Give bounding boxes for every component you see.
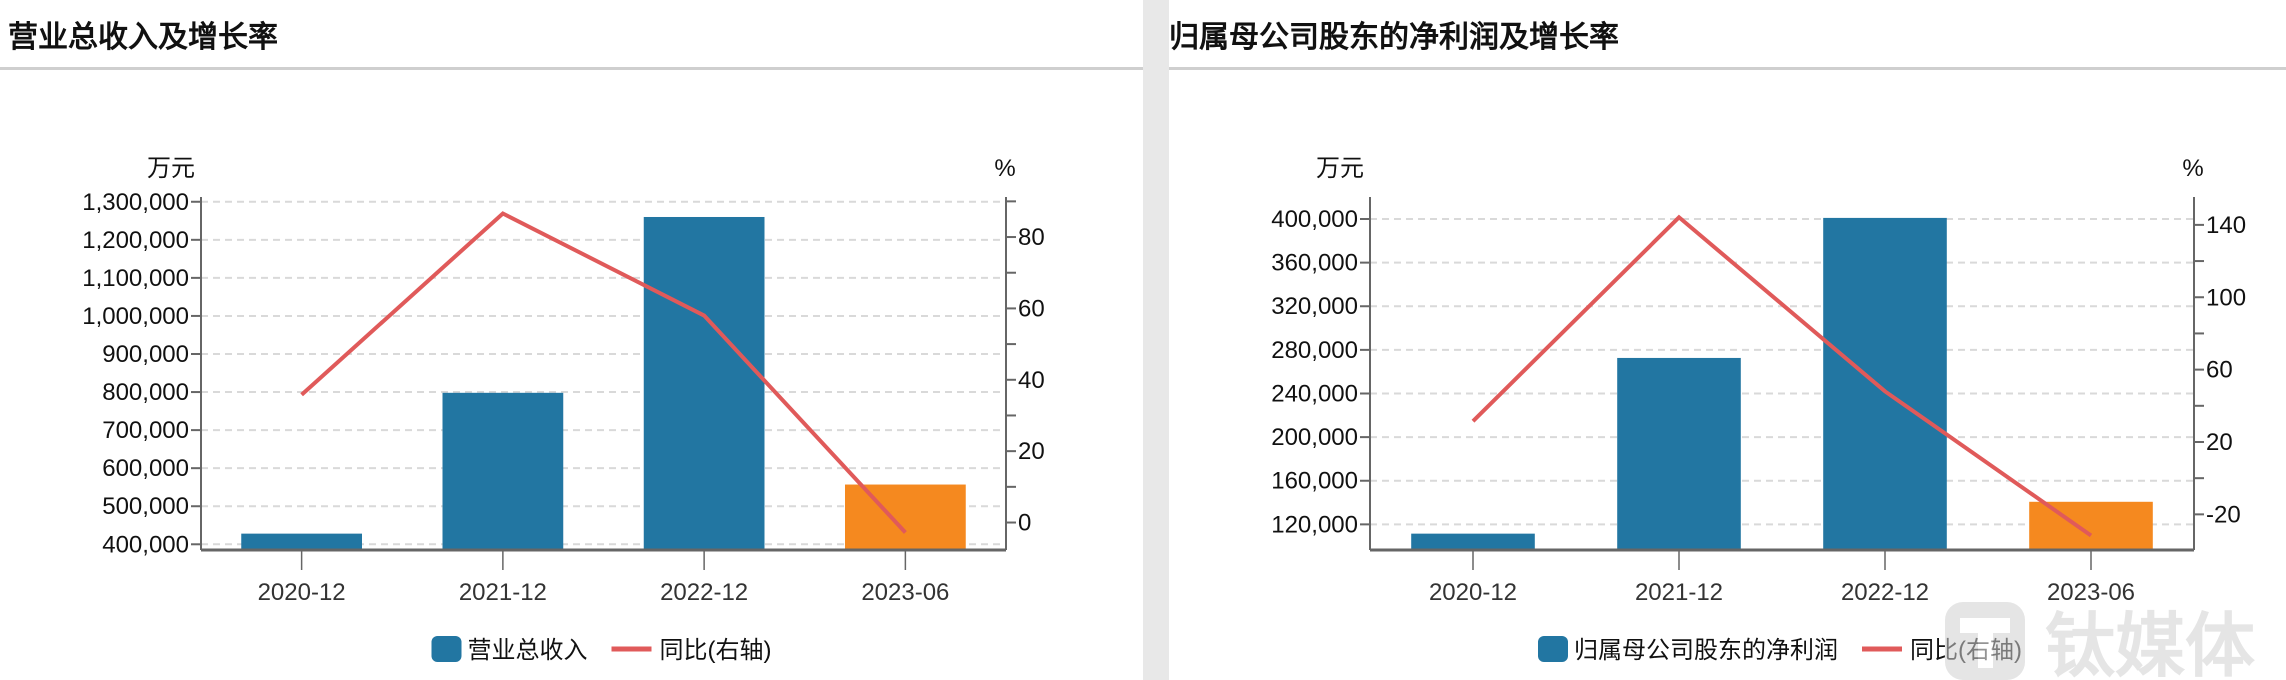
y-left-tick-label: 1,200,000 xyxy=(82,227,189,254)
y-left-tick-label: 1,300,000 xyxy=(82,189,189,216)
x-tick-label: 2021-12 xyxy=(459,579,547,606)
title-divider xyxy=(1169,67,2286,70)
y-left-tick-label: 120,000 xyxy=(1271,511,1358,538)
y-right-unit: % xyxy=(994,155,1015,182)
svg-text:钛媒体: 钛媒体 xyxy=(2045,605,2255,680)
x-tick-label: 2020-12 xyxy=(1429,579,1517,606)
panel-gap xyxy=(1143,0,1169,680)
y-left-unit: 万元 xyxy=(1316,155,1364,182)
bar-2023-06 xyxy=(2029,501,2153,550)
y-right-tick-label: 60 xyxy=(2206,357,2233,384)
y-right-tick-label: -20 xyxy=(2206,501,2241,528)
y-left-tick-label: 400,000 xyxy=(102,531,189,558)
net-profit-panel: 归属母公司股东的净利润及增长率 xyxy=(1169,0,2286,680)
bar-2021-12 xyxy=(442,392,564,550)
watermark-logo-icon: 钛媒体 xyxy=(1945,602,2255,680)
y-left-tick-label: 200,000 xyxy=(1271,424,1358,451)
revenue-panel: 营业总收入及增长率 xyxy=(0,21,1143,70)
x-tick-label: 2023-06 xyxy=(2047,579,2135,606)
y-right-tick-label: 140 xyxy=(2206,212,2246,239)
y-right-tick-label: 20 xyxy=(2206,429,2233,456)
y-left-tick-label: 320,000 xyxy=(1271,293,1358,320)
chart-title: 营业总收入及增长率 xyxy=(8,21,278,54)
bar-2020-12 xyxy=(1411,533,1535,550)
bar-2022-12 xyxy=(1823,217,1947,550)
bar-2023-06 xyxy=(845,484,966,550)
y-left-tick-label: 280,000 xyxy=(1271,337,1358,364)
y-left-tick-label: 500,000 xyxy=(102,493,189,520)
y-left-tick-label: 900,000 xyxy=(102,341,189,368)
y-right-tick-label: 80 xyxy=(1018,224,1045,251)
chart-title: 归属母公司股东的净利润及增长率 xyxy=(1169,21,1619,54)
x-tick-label: 2023-06 xyxy=(861,579,949,606)
y-left-unit: 万元 xyxy=(147,155,195,182)
y-left-tick-label: 600,000 xyxy=(102,455,189,482)
legend-bar-label: 归属母公司股东的净利润 xyxy=(1574,637,1838,664)
x-tick-label: 2022-12 xyxy=(1841,579,1929,606)
legend-bar-label: 营业总收入 xyxy=(468,637,588,664)
bar-2020-12 xyxy=(241,533,362,550)
y-right-unit: % xyxy=(2182,155,2203,182)
y-left-tick-label: 240,000 xyxy=(1271,380,1358,407)
title-divider xyxy=(0,67,1143,70)
y-left-tick-label: 160,000 xyxy=(1271,468,1358,495)
x-tick-label: 2022-12 xyxy=(660,579,748,606)
y-left-tick-label: 1,100,000 xyxy=(82,265,189,292)
x-tick-label: 2020-12 xyxy=(258,579,346,606)
x-tick-label: 2021-12 xyxy=(1635,579,1723,606)
legend-bar-swatch xyxy=(431,636,462,662)
y-left-tick-label: 700,000 xyxy=(102,417,189,444)
growth-line xyxy=(300,211,907,534)
legend-line-label: 同比(右轴) xyxy=(660,637,772,664)
y-right-tick-label: 40 xyxy=(1018,367,1045,394)
y-left-tick-label: 400,000 xyxy=(1271,206,1358,233)
y-left-tick-label: 800,000 xyxy=(102,379,189,406)
y-right-tick-label: 100 xyxy=(2206,284,2246,311)
bar-2021-12 xyxy=(1617,357,1741,550)
bar-2022-12 xyxy=(643,216,765,550)
growth-line xyxy=(1471,214,2093,538)
y-right-tick-label: 0 xyxy=(1018,510,1031,537)
y-left-tick-label: 1,000,000 xyxy=(82,303,189,330)
y-left-tick-label: 360,000 xyxy=(1271,250,1358,277)
y-right-tick-label: 60 xyxy=(1018,295,1045,322)
y-right-tick-label: 20 xyxy=(1018,438,1045,465)
legend-bar-swatch xyxy=(1538,636,1568,662)
